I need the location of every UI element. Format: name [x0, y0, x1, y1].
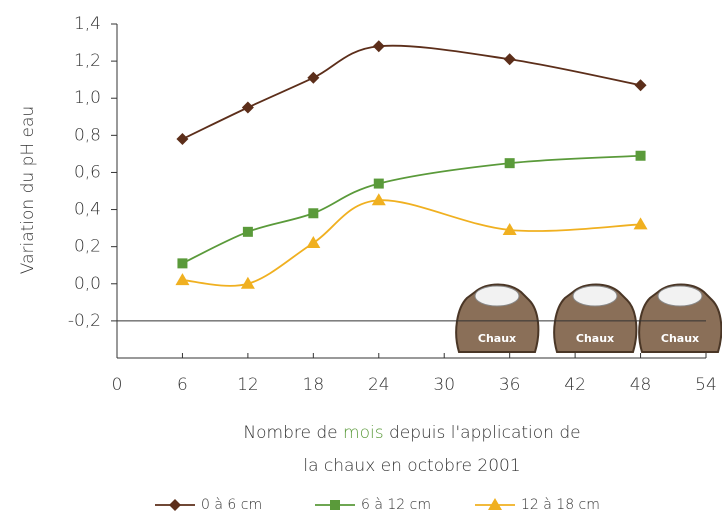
- legend-label: 0 à 6 cm: [201, 497, 262, 513]
- x-tick-label: 6: [177, 375, 188, 395]
- data-point: [502, 222, 517, 235]
- y-tick-label: 0,0: [74, 274, 101, 294]
- legend-label: 12 à 18 cm: [521, 497, 600, 513]
- data-point: [308, 208, 319, 219]
- y-tick-label: -0,2: [68, 311, 101, 331]
- data-point: [306, 235, 321, 248]
- x-tick-label: 12: [237, 375, 259, 395]
- sack-label: Chaux: [661, 332, 699, 345]
- x-tick-label: 36: [499, 375, 521, 395]
- x-tick-label: 18: [303, 375, 325, 395]
- legend-marker: [330, 500, 340, 510]
- y-tick-label: 0,6: [74, 162, 101, 182]
- sack: Chaux: [553, 283, 638, 353]
- y-tick-label: 1,2: [74, 51, 101, 71]
- x-tick-label: 0: [112, 375, 123, 395]
- data-point: [372, 40, 385, 53]
- lime-sacks: Chaux Chaux Chaux: [455, 283, 722, 353]
- series-line: [182, 154, 641, 265]
- data-point: [240, 276, 255, 289]
- sack-label: Chaux: [478, 332, 516, 345]
- x-label-part: Nombre de: [243, 423, 343, 443]
- data-point: [175, 273, 190, 286]
- data-point: [241, 101, 254, 114]
- data-point: [307, 71, 320, 84]
- x-label-part: depuis l'application de: [384, 423, 581, 443]
- x-tick-label: 48: [630, 375, 652, 395]
- sack-label: Chaux: [576, 332, 614, 345]
- data-point: [503, 53, 516, 66]
- legend-label: 6 à 12 cm: [361, 497, 431, 513]
- data-point: [373, 178, 384, 189]
- y-tick-label: 0,8: [74, 125, 101, 145]
- y-tick-label: 0,4: [74, 200, 101, 220]
- x-axis-label-line2: la chaux en octobre 2001: [303, 456, 520, 476]
- x-tick-label: 24: [368, 375, 390, 395]
- series-line: [182, 199, 641, 287]
- y-tick-label: 0,2: [74, 237, 101, 257]
- y-tick-label: 1,0: [74, 88, 101, 108]
- legend-marker: [488, 498, 502, 510]
- x-axis-label: Nombre de mois depuis l'application de: [243, 423, 580, 443]
- y-axis-label: Variation du pH eau: [18, 106, 38, 274]
- data-point: [633, 217, 648, 230]
- x-tick-label: 30: [433, 375, 455, 395]
- data-point: [176, 133, 189, 146]
- data-point: [177, 258, 188, 269]
- data-point: [634, 79, 647, 92]
- data-point: [504, 158, 515, 169]
- legend-marker: [169, 499, 181, 511]
- data-point: [371, 193, 386, 206]
- sack: Chaux: [455, 283, 540, 353]
- series-line: [182, 44, 641, 140]
- data-point: [635, 150, 646, 161]
- data-point: [242, 226, 253, 237]
- y-tick-label: 1,4: [74, 14, 101, 34]
- sack: Chaux: [638, 283, 722, 353]
- x-tick-label: 54: [695, 375, 717, 395]
- x-label-highlight: mois: [343, 423, 384, 443]
- x-tick-label: 42: [564, 375, 586, 395]
